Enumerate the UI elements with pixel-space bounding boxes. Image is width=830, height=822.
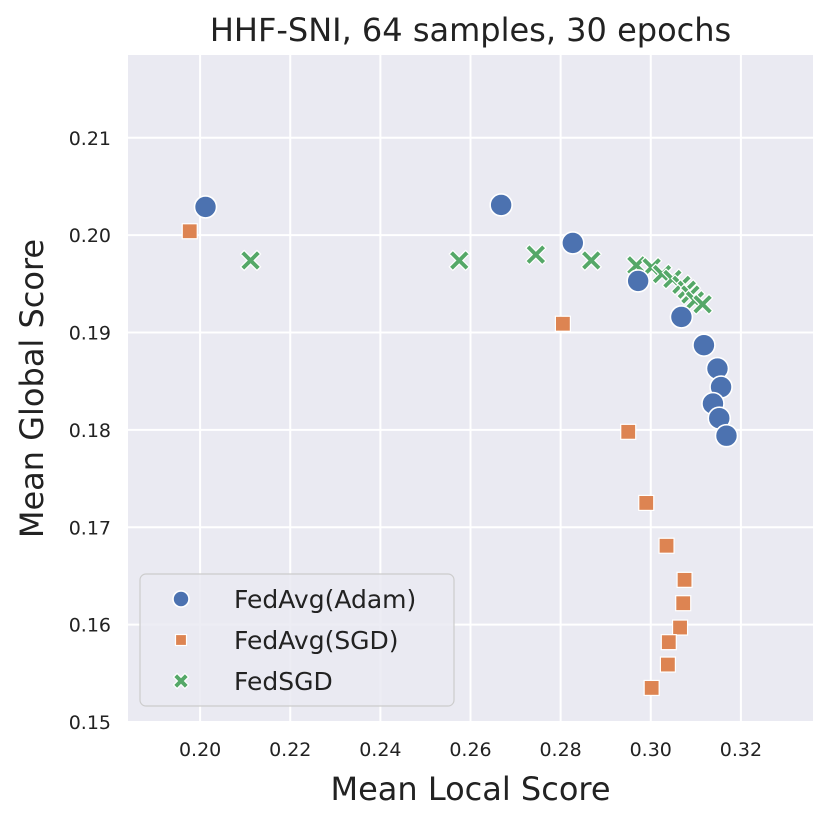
x-tick-label: 0.30: [630, 739, 672, 761]
data-point: [554, 315, 571, 332]
data-points: [181, 193, 739, 697]
data-point: [448, 249, 471, 272]
data-point: [669, 305, 694, 329]
y-tick-label: 0.21: [69, 128, 111, 150]
legend-box: [139, 573, 455, 707]
legend-item: FedSGD: [172, 667, 333, 696]
y-tick-label: 0.20: [69, 225, 111, 247]
y-tick-label: 0.18: [69, 420, 111, 442]
data-point: [193, 195, 218, 219]
y-tick-label: 0.17: [69, 517, 111, 539]
data-point: [658, 537, 675, 554]
y-tick-label: 0.15: [69, 712, 111, 734]
legend-label: FedAvg(SGD): [234, 626, 399, 655]
legend: FedAvg(Adam) FedAvg(SGD) FedSGD: [139, 573, 455, 707]
series-FedSGD: [239, 243, 714, 316]
x-tick-label: 0.20: [179, 739, 221, 761]
y-tick-label: 0.19: [69, 323, 111, 345]
data-point: [691, 293, 714, 316]
x-axis-label: Mean Local Score: [330, 770, 610, 808]
y-tick-label: 0.16: [69, 615, 111, 637]
legend-marker: [172, 672, 190, 690]
data-point: [638, 494, 655, 512]
series-FedAvg(Adam): [193, 193, 739, 448]
data-point: [489, 193, 513, 217]
data-point: [560, 231, 585, 255]
data-point: [524, 243, 547, 266]
data-point: [714, 423, 739, 448]
legend-label: FedAvg(Adam): [234, 585, 416, 614]
x-tick-label: 0.26: [449, 739, 491, 761]
data-point: [181, 223, 198, 240]
data-point: [660, 634, 677, 651]
data-point: [675, 595, 692, 612]
x-tick-label: 0.32: [720, 739, 762, 761]
data-point: [671, 619, 689, 636]
legend-marker: [172, 590, 190, 608]
data-point: [580, 249, 603, 272]
data-point: [620, 423, 637, 440]
y-axis-label: Mean Global Score: [13, 239, 51, 538]
data-point: [643, 679, 660, 697]
x-tick-label: 0.22: [269, 739, 311, 761]
data-point: [239, 249, 262, 272]
x-tick-label: 0.24: [359, 739, 401, 761]
data-point: [626, 269, 650, 293]
legend-item: FedAvg(Adam): [172, 585, 416, 614]
legend-item: FedAvg(SGD): [174, 626, 399, 655]
x-tick-label: 0.28: [539, 739, 581, 761]
data-point: [659, 656, 676, 673]
chart-title: HHF-SNI, 64 samples, 30 epochs: [210, 11, 731, 49]
legend-label: FedSGD: [234, 667, 333, 696]
x-tick-labels: 0.20 0.22 0.24 0.26 0.28 0.30 0.32: [179, 739, 762, 761]
legend-marker: [174, 633, 188, 647]
data-point: [692, 333, 716, 357]
series-FedAvg(SGD): [181, 223, 693, 697]
y-tick-labels: 0.15 0.16 0.17 0.18 0.19 0.20 0.21: [69, 128, 111, 734]
data-point: [676, 571, 693, 588]
